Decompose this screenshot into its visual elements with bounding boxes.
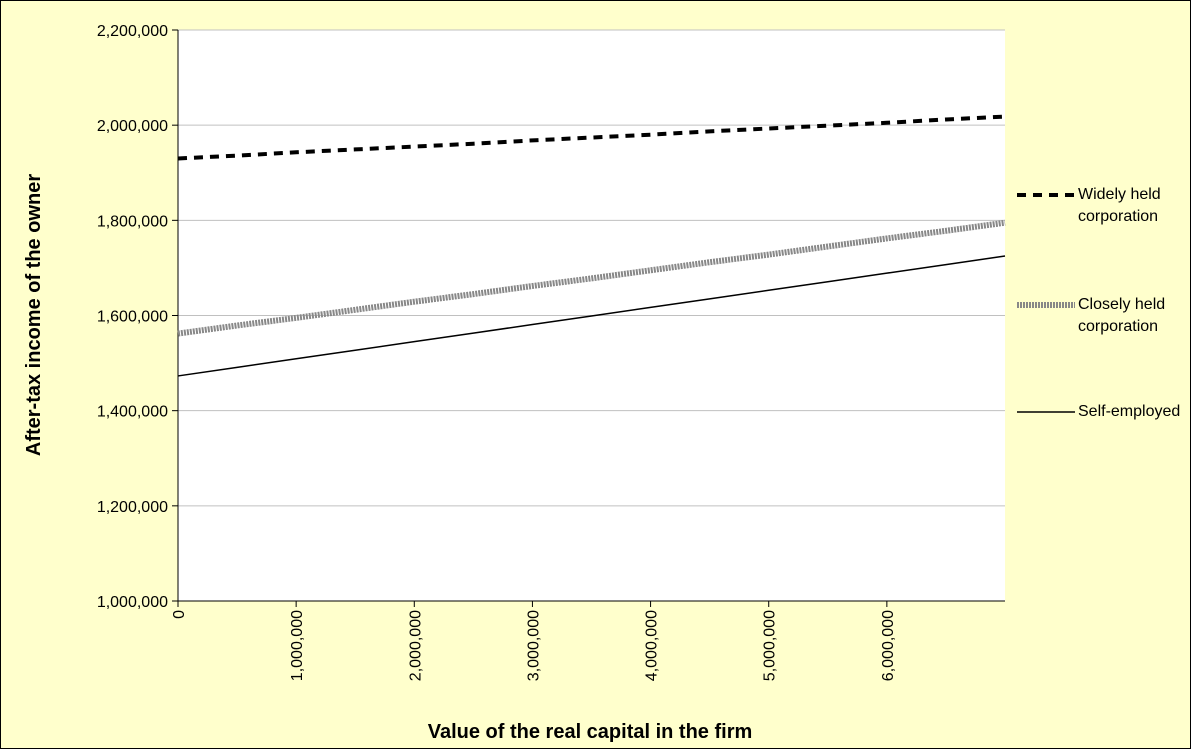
y-tick-label: 2,200,000 [97, 23, 168, 40]
x-tick-label: 2,000,000 [407, 610, 424, 681]
y-tick-label: 1,200,000 [97, 499, 168, 516]
x-tick-label: 4,000,000 [644, 610, 661, 681]
legend-label: Closely held corporation [1078, 296, 1166, 335]
x-tick-label: 6,000,000 [880, 610, 897, 681]
y-tick-label: 1,800,000 [97, 213, 168, 230]
series-line [177, 255, 1006, 377]
x-tick-label: 3,000,000 [525, 610, 542, 681]
x-tick-label: 1,000,000 [289, 610, 306, 681]
legend-label: Self-employed [1078, 403, 1181, 420]
legend-label: Widely held corporation [1078, 186, 1161, 225]
series-line [177, 219, 1006, 337]
y-tick-label: 1,000,000 [97, 594, 168, 611]
x-tick-label: 5,000,000 [762, 610, 779, 681]
y-tick-label: 1,400,000 [97, 404, 168, 421]
series-line [177, 114, 1006, 161]
y-axis-title: After-tax income of the owner [23, 174, 45, 456]
y-tick-label: 2,000,000 [97, 118, 168, 135]
x-axis-title: Value of the real capital in the firm [428, 721, 753, 743]
x-tick-label: 0 [171, 610, 188, 619]
y-tick-label: 1,600,000 [97, 309, 168, 326]
